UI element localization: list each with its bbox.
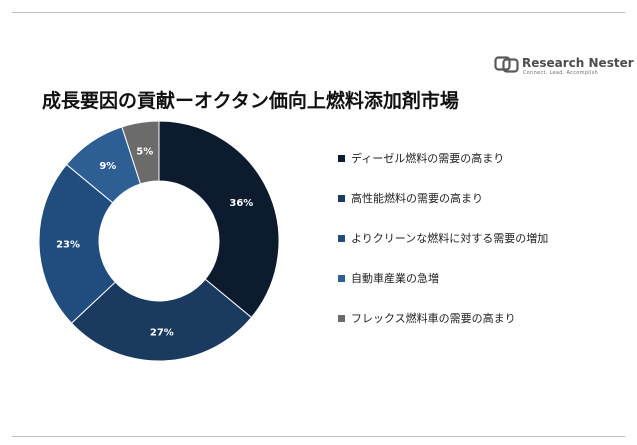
legend-swatch [338, 234, 345, 242]
legend-item: 自動車産業の急増 [338, 270, 439, 286]
bottom-rule [12, 436, 625, 437]
logo-icon [494, 56, 519, 73]
legend-item: ディーゼル燃料の需要の高まり [338, 150, 504, 166]
slice-percent-label: 9% [99, 161, 116, 172]
legend-item: フレックス燃料車の需要の高まり [338, 310, 516, 326]
slice-percent-label: 23% [56, 239, 80, 250]
legend-swatch [338, 194, 345, 202]
donut-slice [121, 120, 160, 185]
logo-name: Research Nester [522, 56, 634, 70]
legend-label: 高性能燃料の需要の高まり [351, 192, 483, 205]
legend-label: ディーゼル燃料の需要の高まり [351, 152, 505, 165]
donut-slice [70, 278, 253, 362]
slice-percent-label: 27% [150, 327, 174, 338]
research-nester-logo: Research Nester Connect. Lead. Accomplis… [494, 55, 634, 81]
chart-title: 成長要因の貢献ーオクタン価向上燃料添加剤市場 [42, 90, 459, 112]
legend-label: フレックス燃料車の需要の高まり [351, 312, 516, 325]
legend-label: 自動車産業の急増 [351, 272, 439, 285]
slice-percent-label: 5% [136, 147, 153, 158]
slice-percent-label: 36% [229, 198, 253, 209]
donut-slice [158, 120, 280, 319]
legend-item: 高性能燃料の需要の高まり [338, 190, 483, 206]
legend-swatch [338, 154, 345, 162]
legend-swatch [338, 314, 345, 322]
logo-tagline: Connect. Lead. Accomplish [523, 70, 599, 76]
top-rule [12, 12, 625, 13]
legend-item: よりクリーンな燃料に対する需要の増加 [338, 230, 548, 246]
legend-label: よりクリーンな燃料に対する需要の増加 [351, 232, 549, 245]
donut-slice [38, 163, 116, 324]
legend-swatch [338, 274, 345, 282]
